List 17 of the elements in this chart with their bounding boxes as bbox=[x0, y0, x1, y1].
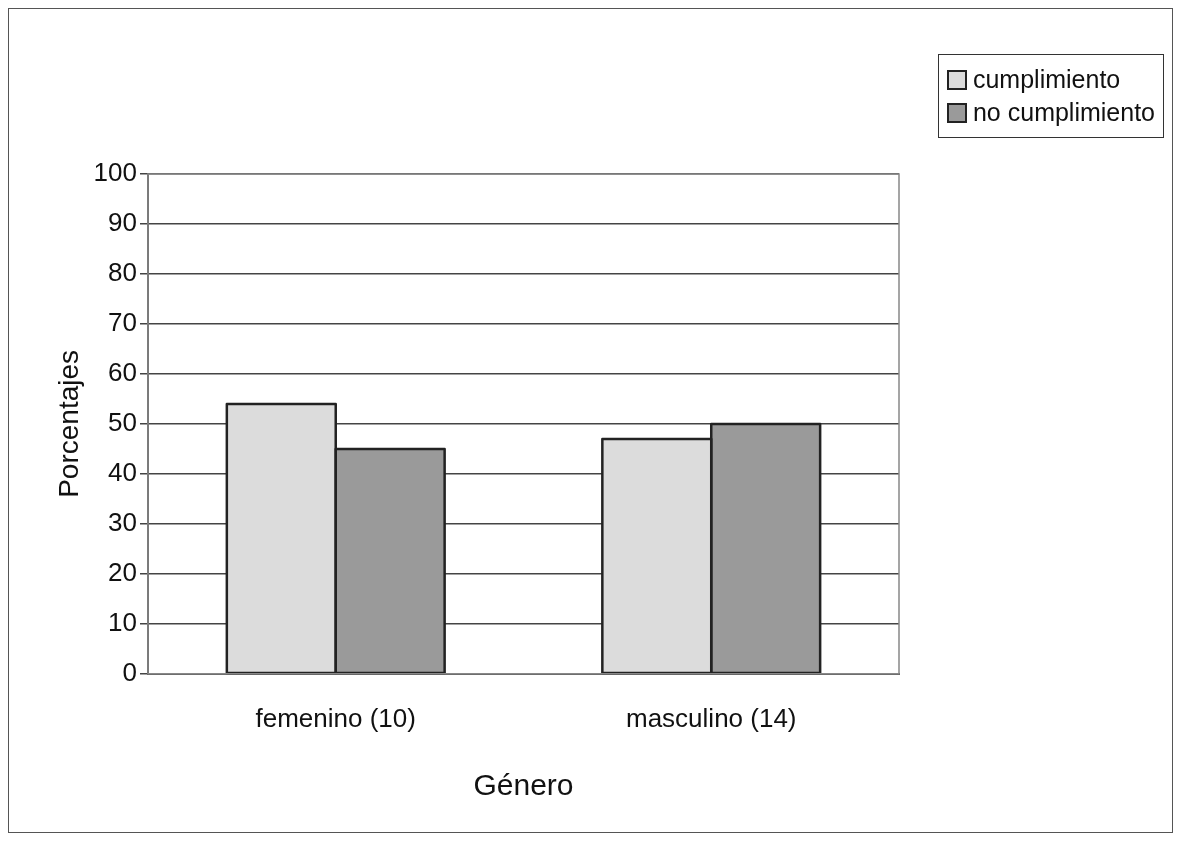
x-tick-label: femenino (10) bbox=[255, 702, 416, 733]
legend-label: no cumplimiento bbox=[972, 98, 1155, 127]
x-tick-label: masculino (14) bbox=[625, 702, 797, 733]
y-axis-title: Porcentajes bbox=[52, 349, 84, 498]
y-tick-label: 20 bbox=[108, 557, 137, 588]
y-tick-label: 30 bbox=[108, 507, 137, 538]
y-tick-label: 60 bbox=[108, 357, 137, 388]
y-tick-label: 70 bbox=[108, 307, 137, 338]
y-tick-label: 0 bbox=[122, 656, 137, 687]
y-tick-label: 50 bbox=[108, 407, 137, 438]
legend-label: cumplimiento bbox=[972, 65, 1121, 94]
y-tick-label: 90 bbox=[108, 207, 137, 238]
y-tick-label: 10 bbox=[108, 606, 137, 637]
y-tick-label: 80 bbox=[108, 257, 137, 288]
y-tick-label: 40 bbox=[108, 457, 137, 488]
x-axis-title: Género bbox=[473, 768, 574, 802]
y-tick-label: 100 bbox=[93, 157, 137, 188]
